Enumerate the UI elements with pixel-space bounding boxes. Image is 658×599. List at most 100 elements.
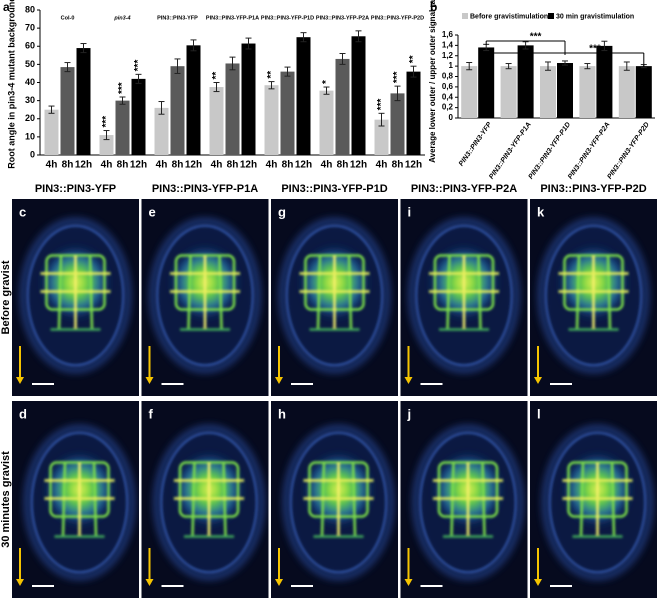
error-bar xyxy=(119,96,126,105)
micrograph: h xyxy=(271,401,398,598)
bar xyxy=(406,71,421,155)
significance: *** xyxy=(376,99,387,111)
series-label: 8h xyxy=(392,160,404,171)
category-label: PIN3::PIN3-YFP-P1A xyxy=(488,121,533,180)
outer-glow xyxy=(538,218,649,373)
micrograph-content xyxy=(141,199,269,396)
columella xyxy=(429,254,499,331)
error-bar xyxy=(268,81,275,90)
micrograph-content xyxy=(400,401,528,598)
gravity-arrow-head xyxy=(404,377,413,384)
error-bar xyxy=(103,130,110,141)
y-axis-label: Root angle in pin3-4 mutant background xyxy=(6,0,16,169)
outer-glow xyxy=(150,218,260,373)
category-label: PIN3::PIN3-YFP-P1D xyxy=(261,15,314,21)
bar xyxy=(461,66,478,118)
micrograph: j xyxy=(400,401,528,598)
outer-glow xyxy=(413,425,523,580)
bar xyxy=(115,100,130,155)
error-bar xyxy=(584,63,591,70)
category-label: PIN3::PIN3-YFP-P2A xyxy=(567,121,612,180)
series-label: 12h xyxy=(185,160,202,171)
error-bar xyxy=(601,40,608,52)
panel-letter: f xyxy=(149,406,154,421)
error-bar xyxy=(505,63,512,70)
error-bar xyxy=(174,58,181,74)
bar xyxy=(351,36,366,155)
category-label: PIN3::PIN3-YFP-P1A xyxy=(206,15,259,21)
micrograph: d xyxy=(12,401,139,598)
error-bar xyxy=(229,56,236,71)
row-label: Before gravist xyxy=(0,260,12,334)
bar xyxy=(517,45,534,118)
outer-glow xyxy=(542,425,653,580)
column-header: PIN3::PIN3-YFP-P2A xyxy=(411,183,517,195)
y-tick-label: 1 xyxy=(449,61,454,70)
y-tick-label: 0,6 xyxy=(442,82,454,91)
legend-label: 30 min gravistimulation xyxy=(556,13,634,20)
series-label: 4h xyxy=(101,160,113,171)
bar xyxy=(209,87,224,155)
y-tick-label: 0,8 xyxy=(442,72,454,81)
category-label: PIN3::PIN3-YFP xyxy=(458,121,494,168)
bar xyxy=(241,43,256,155)
panel-letter: i xyxy=(408,204,412,219)
bar xyxy=(579,66,596,118)
panel-letter: h xyxy=(278,406,286,421)
bar xyxy=(390,93,405,155)
error-bar xyxy=(245,37,252,50)
columella xyxy=(433,461,503,538)
outer-glow xyxy=(24,425,135,580)
bar xyxy=(280,71,295,155)
columella xyxy=(44,461,115,538)
y-tick-label: 60 xyxy=(25,41,35,51)
micrograph-content xyxy=(12,401,139,598)
panel-letter: a xyxy=(3,0,10,14)
y-tick-label: 10 xyxy=(25,131,35,141)
series-label: 4h xyxy=(211,160,223,171)
error-bar xyxy=(394,85,401,102)
y-tick-label: 0 xyxy=(30,149,35,159)
gravity-arrow-head xyxy=(275,579,283,586)
error-bar xyxy=(213,82,220,93)
micrograph-content xyxy=(12,199,139,396)
outer-glow xyxy=(20,218,131,373)
micrograph-content xyxy=(141,401,269,598)
bar xyxy=(635,66,652,118)
bar xyxy=(186,45,201,155)
error-bar xyxy=(545,61,551,71)
bar xyxy=(374,119,389,155)
error-bar xyxy=(300,32,307,43)
category-label: PIN3::PIN3-YFP-P2D xyxy=(371,15,424,21)
outer-glow xyxy=(154,425,264,580)
category-label: PIN3::PIN3-YFP-P2D xyxy=(606,121,651,180)
y-tick-label: 0 xyxy=(449,113,454,122)
error-bar xyxy=(522,41,529,50)
gravity-arrow-head xyxy=(16,377,24,384)
series-label: 8h xyxy=(62,160,74,171)
error-bar xyxy=(623,61,630,71)
outer-glow xyxy=(283,425,394,580)
y-tick-label: 80 xyxy=(25,4,35,14)
error-bar xyxy=(48,105,55,114)
bar xyxy=(540,66,556,118)
column-header: PIN3::PIN3-YFP-P1D xyxy=(281,183,387,195)
micrograph: l xyxy=(530,401,657,598)
micrograph-content xyxy=(400,199,528,396)
error-bar xyxy=(466,61,473,71)
outer-glow xyxy=(279,218,390,373)
y-tick-label: 1,4 xyxy=(442,40,454,49)
significance: ** xyxy=(211,72,222,80)
y-tick-label: 40 xyxy=(25,77,35,87)
bar xyxy=(60,67,75,155)
error-bar xyxy=(135,73,142,84)
columella xyxy=(40,254,111,331)
gravity-arrow-head xyxy=(16,579,24,586)
panel-letter: g xyxy=(278,204,286,219)
y-axis-label: Average lower outer / upper outer signal… xyxy=(428,0,437,163)
significance: *** xyxy=(530,32,542,43)
bar xyxy=(596,45,613,118)
significance: *** xyxy=(133,60,144,72)
series-label: 4h xyxy=(46,160,58,171)
y-tick-label: 70 xyxy=(25,23,35,33)
